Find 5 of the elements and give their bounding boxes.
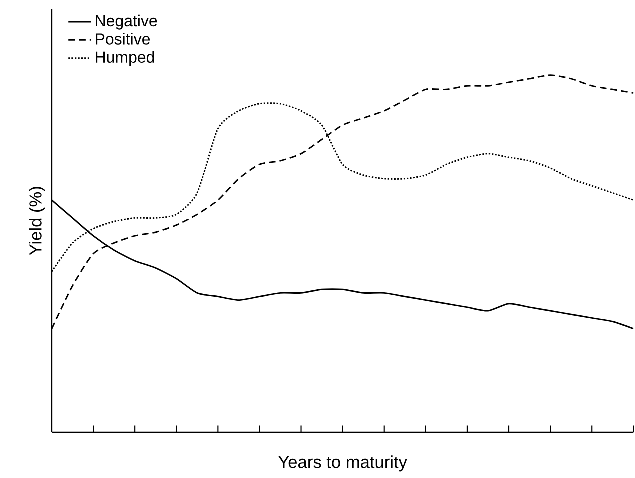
legend-label: Negative — [96, 15, 158, 30]
legend-label: Humped — [96, 51, 154, 66]
y-axis-title: Yield (%) — [29, 187, 46, 256]
legend-label: Positive — [96, 33, 150, 45]
x-axis-title: Years to maturity — [278, 456, 408, 472]
